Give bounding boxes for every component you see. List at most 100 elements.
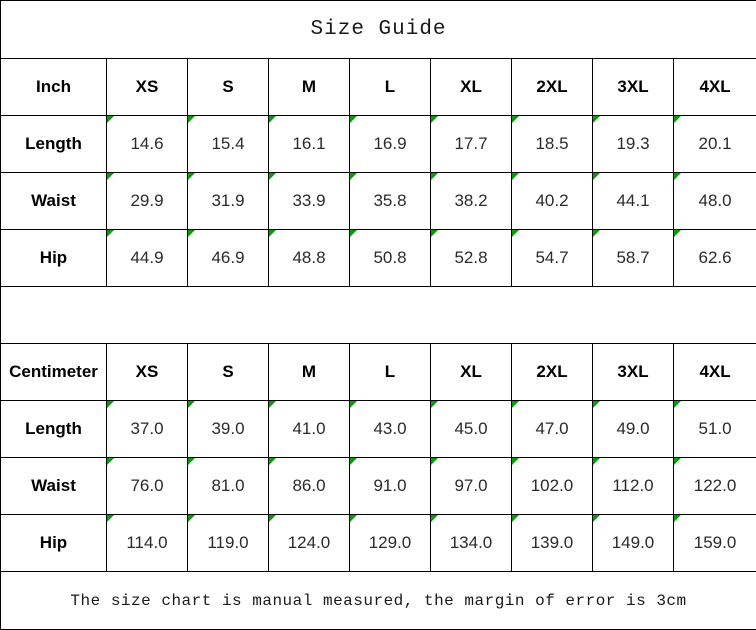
cell-value: 44.9 bbox=[130, 248, 163, 267]
green-corner-icon bbox=[107, 515, 114, 522]
green-corner-icon bbox=[512, 230, 519, 237]
green-corner-icon bbox=[107, 230, 114, 237]
cell-value: 52.8 bbox=[454, 248, 487, 267]
cm-col-label-3xl: 3XL bbox=[617, 362, 648, 381]
cell-value: 33.9 bbox=[292, 191, 325, 210]
inch-waist-m: 33.9 bbox=[269, 173, 350, 230]
table-row: Waist 76.0 81.0 86.0 91.0 97.0 102.0 112… bbox=[1, 458, 756, 515]
cm-waist-xs: 76.0 bbox=[107, 458, 188, 515]
cell-value: 18.5 bbox=[535, 134, 568, 153]
green-corner-icon bbox=[593, 401, 600, 408]
cm-col-header-s: S bbox=[188, 344, 269, 401]
cm-length-3xl: 49.0 bbox=[593, 401, 674, 458]
cell-value: 39.0 bbox=[211, 419, 244, 438]
row-label: Waist bbox=[31, 191, 76, 210]
cm-length-s: 39.0 bbox=[188, 401, 269, 458]
cell-value: 38.2 bbox=[454, 191, 487, 210]
green-corner-icon bbox=[512, 401, 519, 408]
cm-col-label-xl: XL bbox=[460, 362, 482, 381]
cm-waist-4xl: 122.0 bbox=[674, 458, 756, 515]
cell-value: 14.6 bbox=[130, 134, 163, 153]
green-corner-icon bbox=[269, 116, 276, 123]
cell-value: 40.2 bbox=[535, 191, 568, 210]
cm-col-label-xs: XS bbox=[136, 362, 159, 381]
green-corner-icon bbox=[107, 116, 114, 123]
cm-waist-m: 86.0 bbox=[269, 458, 350, 515]
cell-value: 134.0 bbox=[450, 533, 493, 552]
inch-row-label-length: Length bbox=[1, 116, 107, 173]
cm-hip-2xl: 139.0 bbox=[512, 515, 593, 572]
cm-row-label-hip: Hip bbox=[1, 515, 107, 572]
cm-row-label-waist: Waist bbox=[1, 458, 107, 515]
inch-length-4xl: 20.1 bbox=[674, 116, 756, 173]
inch-col-header-s: S bbox=[188, 59, 269, 116]
green-corner-icon bbox=[431, 230, 438, 237]
cell-value: 58.7 bbox=[616, 248, 649, 267]
inch-row-label-waist: Waist bbox=[1, 173, 107, 230]
cell-value: 76.0 bbox=[130, 476, 163, 495]
cell-value: 47.0 bbox=[535, 419, 568, 438]
inch-col-label-3xl: 3XL bbox=[617, 77, 648, 96]
green-corner-icon bbox=[674, 116, 681, 123]
inch-col-header-2xl: 2XL bbox=[512, 59, 593, 116]
green-corner-icon bbox=[269, 173, 276, 180]
green-corner-icon bbox=[350, 230, 357, 237]
inch-waist-l: 35.8 bbox=[350, 173, 431, 230]
cell-value: 35.8 bbox=[373, 191, 406, 210]
title-row: Size Guide bbox=[1, 1, 756, 59]
green-corner-icon bbox=[350, 458, 357, 465]
row-label: Length bbox=[25, 419, 82, 438]
inch-col-header-l: L bbox=[350, 59, 431, 116]
green-corner-icon bbox=[674, 458, 681, 465]
page-title: Size Guide bbox=[311, 18, 447, 41]
inch-hip-m: 48.8 bbox=[269, 230, 350, 287]
cell-value: 81.0 bbox=[211, 476, 244, 495]
cm-waist-3xl: 112.0 bbox=[593, 458, 674, 515]
cell-value: 122.0 bbox=[694, 476, 737, 495]
cm-col-label-m: M bbox=[302, 362, 316, 381]
green-corner-icon bbox=[188, 458, 195, 465]
table-separator-cell bbox=[1, 287, 756, 344]
green-corner-icon bbox=[350, 116, 357, 123]
green-corner-icon bbox=[107, 401, 114, 408]
green-corner-icon bbox=[593, 458, 600, 465]
cm-length-xs: 37.0 bbox=[107, 401, 188, 458]
cm-hip-xs: 114.0 bbox=[107, 515, 188, 572]
green-corner-icon bbox=[431, 401, 438, 408]
green-corner-icon bbox=[188, 515, 195, 522]
cm-col-header-xs: XS bbox=[107, 344, 188, 401]
cm-col-label-l: L bbox=[385, 362, 395, 381]
green-corner-icon bbox=[512, 458, 519, 465]
cm-waist-2xl: 102.0 bbox=[512, 458, 593, 515]
cm-col-header-xl: XL bbox=[431, 344, 512, 401]
cell-value: 112.0 bbox=[612, 476, 653, 495]
cell-value: 149.0 bbox=[612, 533, 655, 552]
cm-col-header-l: L bbox=[350, 344, 431, 401]
table-separator-row bbox=[1, 287, 756, 344]
inch-col-header-m: M bbox=[269, 59, 350, 116]
inch-hip-2xl: 54.7 bbox=[512, 230, 593, 287]
row-label: Length bbox=[25, 134, 82, 153]
cm-length-4xl: 51.0 bbox=[674, 401, 756, 458]
cm-hip-xl: 134.0 bbox=[431, 515, 512, 572]
cell-value: 20.1 bbox=[698, 134, 731, 153]
cell-value: 49.0 bbox=[616, 419, 649, 438]
cm-hip-m: 124.0 bbox=[269, 515, 350, 572]
green-corner-icon bbox=[593, 230, 600, 237]
inch-waist-xl: 38.2 bbox=[431, 173, 512, 230]
green-corner-icon bbox=[269, 230, 276, 237]
green-corner-icon bbox=[431, 458, 438, 465]
cm-col-header-4xl: 4XL bbox=[674, 344, 756, 401]
green-corner-icon bbox=[512, 116, 519, 123]
cell-value: 50.8 bbox=[373, 248, 406, 267]
cell-value: 16.9 bbox=[373, 134, 406, 153]
cell-value: 129.0 bbox=[369, 533, 412, 552]
cell-value: 86.0 bbox=[292, 476, 325, 495]
inch-col-header-xs: XS bbox=[107, 59, 188, 116]
cm-waist-xl: 97.0 bbox=[431, 458, 512, 515]
inch-length-s: 15.4 bbox=[188, 116, 269, 173]
cm-waist-l: 91.0 bbox=[350, 458, 431, 515]
green-corner-icon bbox=[188, 116, 195, 123]
cm-col-label-s: S bbox=[222, 362, 233, 381]
cell-value: 48.8 bbox=[292, 248, 325, 267]
